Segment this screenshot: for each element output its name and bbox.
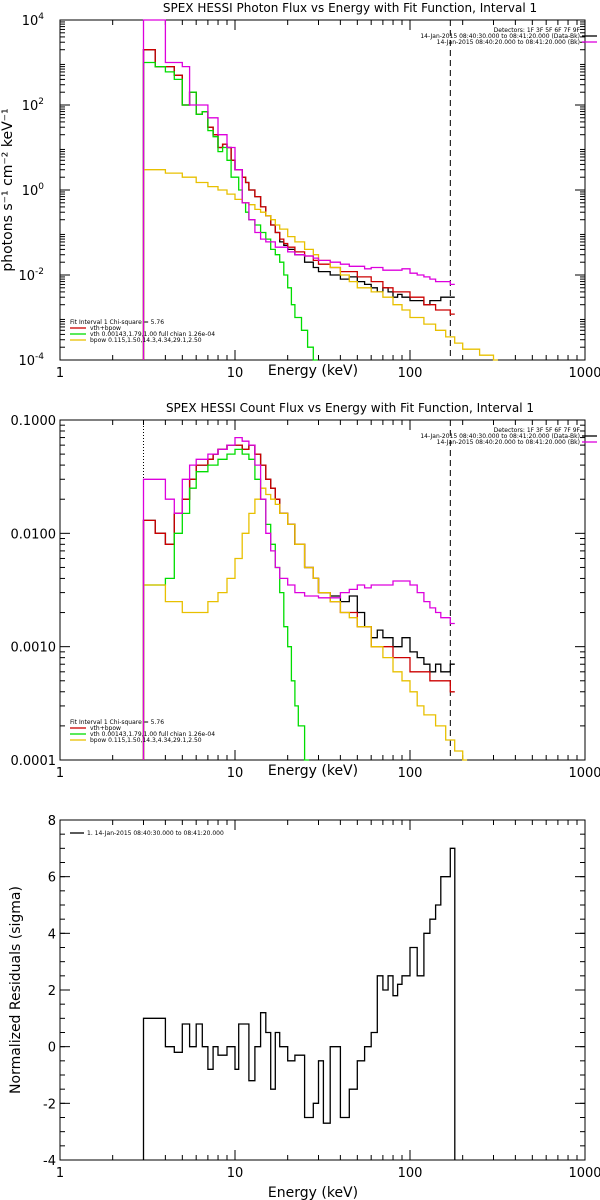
y-tick-label: 0 (48, 1041, 56, 1056)
y-tick-label: 0.1000 (11, 414, 57, 429)
axis-ticks: 1 10 100 1000 10-4 10-2 100 102 104 (18, 12, 600, 381)
legend-bpow: bpow 0.115,1.50,14.3,4.34,29.1,2.50 (90, 737, 202, 744)
series-group (142, 847, 456, 1160)
x-tick-label: 10 (227, 1166, 244, 1181)
x-tick-label: 10 (227, 766, 244, 781)
series-background (142, 19, 455, 360)
y-tick-exponent: -2 (35, 267, 44, 277)
legend-fit-info: Fit Interval 1 Chi-square = 5.76 (70, 319, 164, 326)
legend-bk-interval: 14-Jan-2015 08:40:20.000 to 08:41:20.000… (437, 439, 580, 446)
panel-title: SPEX HESSI Count Flux vs Energy with Fit… (166, 401, 534, 415)
legend-interval: 1. 14-Jan-2015 08:40:30.000 to 08:41:20.… (87, 830, 224, 837)
legend-top: Detectors: 1F 3F 5F 6F 7F 9F 14-Jan-2015… (420, 27, 597, 46)
count-flux-panel: SPEX HESSI Count Flux vs Energy with Fit… (11, 401, 600, 781)
panel-title: SPEX HESSI Photon Flux vs Energy with Fi… (163, 1, 537, 15)
legend-data-interval: 14-Jan-2015 08:40:30.000 to 08:41:20.000… (420, 33, 580, 40)
legend-bottom: Fit Interval 1 Chi-square = 5.76 vth+bpo… (70, 319, 215, 344)
series-background (142, 436, 455, 760)
legend-fit-info: Fit Interval 1 Chi-square = 5.76 (70, 719, 164, 726)
legend-detectors: Detectors: 1F 3F 5F 6F 7F 9F (494, 427, 581, 434)
y-tick-label: 0.0010 (11, 641, 57, 656)
vertical-marker-lines (142, 420, 451, 760)
plot-frame (59, 19, 586, 361)
x-tick-label: 10 (227, 366, 244, 381)
y-tick-exponent: 0 (38, 182, 44, 192)
y-tick-exponent: 4 (38, 12, 44, 22)
series-bpow (142, 487, 468, 761)
x-tick-label: 100 (398, 1166, 423, 1181)
legend-model-total: vth+bpow (90, 725, 121, 732)
y-tick-exponent: 2 (38, 97, 44, 107)
y-tick-label: 0.0100 (11, 527, 57, 542)
y-tick-label: 100 (22, 182, 45, 199)
legend-bpow: bpow 0.115,1.50,14.3,4.34,29.1,2.50 (90, 337, 202, 344)
y-axis-label: Normalized Residuals (sigma) (8, 886, 24, 1094)
y-axis-label: photons s⁻¹ cm⁻² keV⁻¹ (0, 108, 16, 271)
vertical-marker-lines (142, 20, 451, 360)
series-bpow (142, 169, 498, 361)
legend-vth: vth 0.00143,1.79,1.00 full chian 1.26e-0… (90, 731, 215, 738)
x-tick-label: 1 (56, 766, 64, 781)
y-tick-label: 2 (48, 984, 56, 999)
y-tick-label: -4 (43, 1154, 56, 1169)
y-tick-label: 102 (22, 97, 44, 114)
y-tick-label: 10-2 (18, 267, 44, 284)
residuals-panel: Energy (keV) Normalized Residuals (sigma… (8, 814, 600, 1200)
y-tick-label: 8 (48, 814, 56, 829)
legend-top: Detectors: 1F 3F 5F 6F 7F 9F 14-Jan-2015… (420, 427, 597, 446)
legend-model-total: vth+bpow (90, 325, 121, 332)
x-axis-label: Energy (keV) (268, 1185, 358, 1200)
y-tick-exponent: -4 (35, 352, 44, 362)
series-vth (142, 61, 318, 361)
y-tick-label: 6 (48, 871, 56, 886)
plot-frame (59, 819, 586, 1161)
x-axis-label: Energy (keV) (268, 763, 358, 779)
y-tick-label: 0.0001 (11, 754, 57, 769)
axis-ticks: 1 10 100 1000 -4 -2 0 2 4 6 8 (43, 814, 600, 1181)
y-tick-label: -2 (43, 1097, 56, 1112)
legend-data-interval: 14-Jan-2015 08:40:30.000 to 08:41:20.000… (420, 433, 580, 440)
photon-flux-panel: SPEX HESSI Photon Flux vs Energy with Fi… (0, 1, 600, 381)
legend-top: 1. 14-Jan-2015 08:40:30.000 to 08:41:20.… (70, 830, 224, 837)
legend-bk-interval: 14-Jan-2015 08:40:20.000 to 08:41:20.000… (437, 39, 580, 46)
x-tick-label: 1000 (568, 1166, 600, 1181)
plot-frame (59, 419, 586, 761)
x-axis-label: Energy (keV) (268, 363, 358, 379)
axis-ticks: 1 10 100 1000 0.0001 0.0010 0.0100 0.1000 (11, 414, 600, 781)
x-tick-label: 100 (398, 766, 423, 781)
x-tick-label: 1 (56, 1166, 64, 1181)
legend-vth: vth 0.00143,1.79,1.00 full chian 1.26e-0… (90, 331, 215, 338)
series-group (142, 436, 468, 761)
x-tick-label: 100 (398, 366, 423, 381)
legend-detectors: Detectors: 1F 3F 5F 6F 7F 9F (494, 27, 581, 34)
x-tick-label: 1 (56, 366, 64, 381)
series-vth (142, 448, 310, 761)
y-tick-label: 10-4 (18, 352, 44, 369)
x-tick-label: 1000 (568, 366, 600, 381)
x-tick-label: 1000 (568, 766, 600, 781)
series-group (142, 19, 498, 361)
y-tick-label: 4 (48, 927, 56, 942)
y-tick-label: 104 (22, 12, 45, 29)
legend-bottom: Fit Interval 1 Chi-square = 5.76 vth+bpo… (70, 719, 215, 744)
series-data (142, 847, 456, 1160)
